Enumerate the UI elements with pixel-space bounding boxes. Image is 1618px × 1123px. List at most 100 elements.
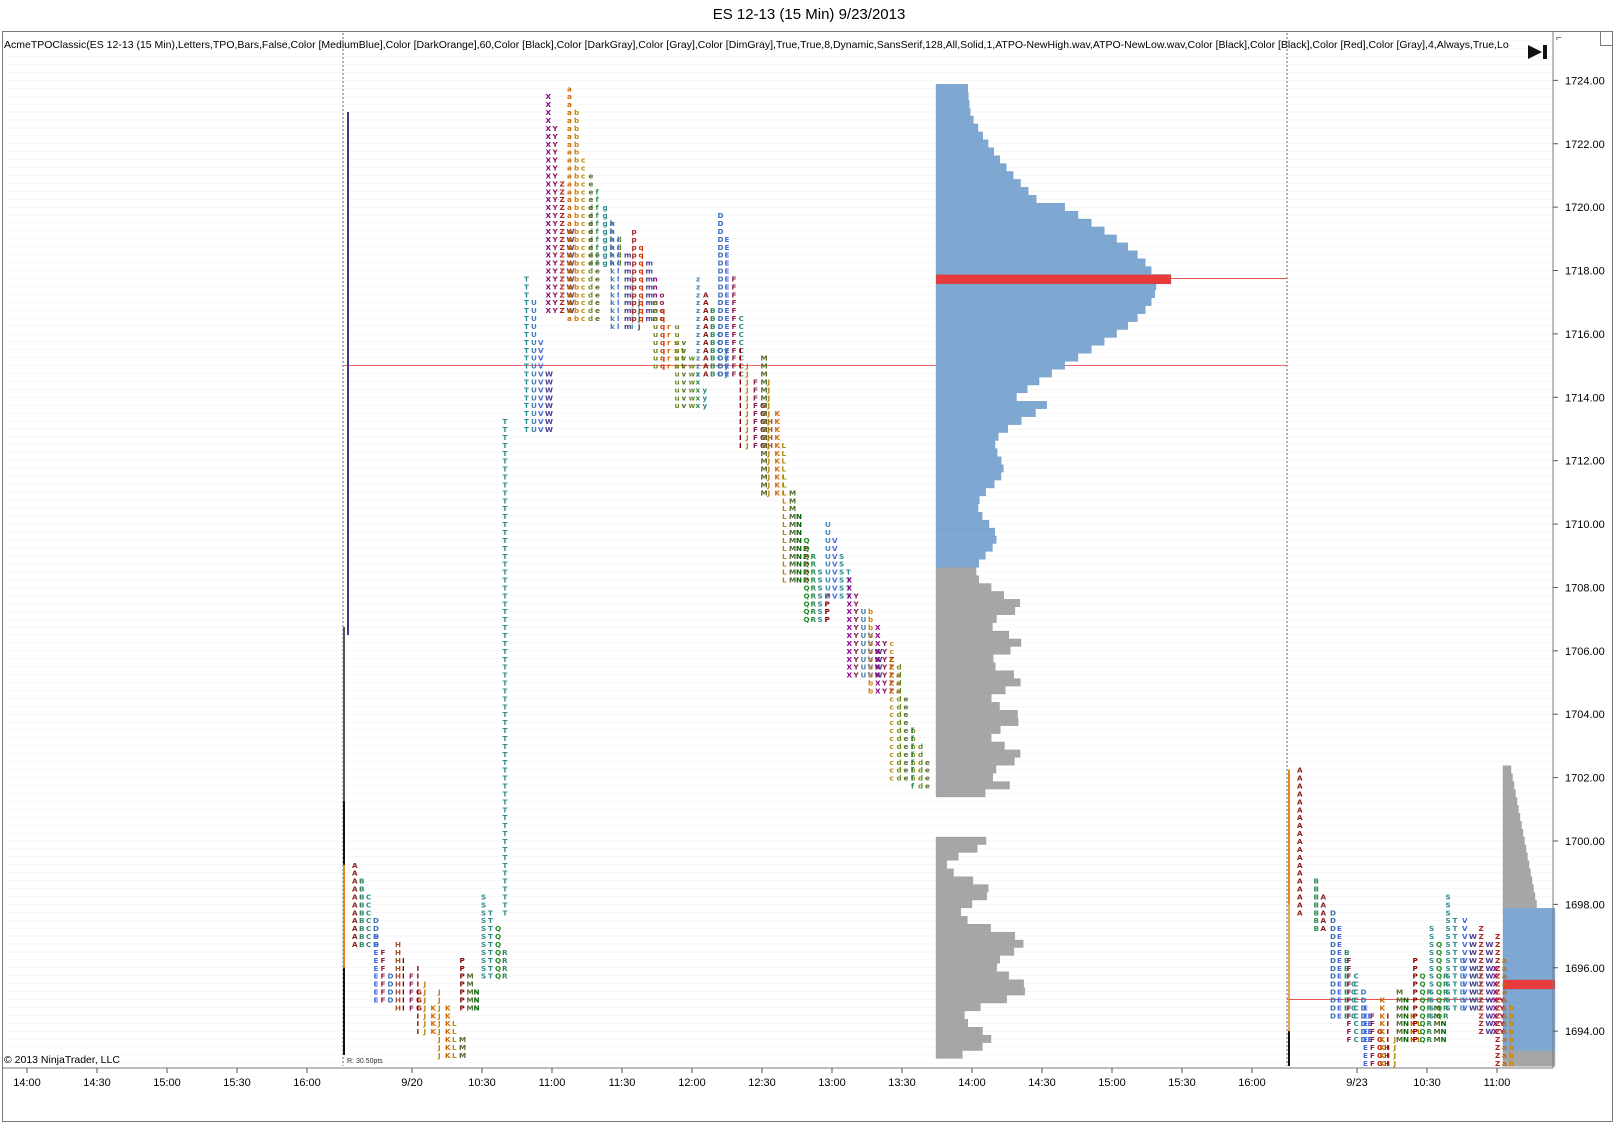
tpo-letter: i bbox=[631, 322, 633, 331]
tpo-letter: J bbox=[437, 1027, 441, 1036]
tpo-letter: S bbox=[1429, 924, 1434, 933]
tpo-letter: N bbox=[1441, 1027, 1447, 1036]
tpo-letter: U bbox=[861, 663, 867, 672]
tpo-letter: Y bbox=[853, 623, 860, 632]
tpo-letter: a bbox=[1502, 956, 1507, 965]
tpo-letter: Q bbox=[804, 552, 810, 561]
play-to-end-icon[interactable] bbox=[1526, 42, 1550, 62]
tpo-letter: d bbox=[918, 766, 923, 775]
tpo-letter: L bbox=[782, 576, 787, 585]
tpo-letter: g bbox=[603, 235, 608, 244]
tpo-letter: E bbox=[1363, 1035, 1368, 1044]
tpo-letter: e bbox=[925, 758, 930, 767]
tpo-letter: S bbox=[1446, 972, 1451, 981]
tpo-letter: c bbox=[581, 306, 585, 315]
tpo-letter: M bbox=[761, 393, 768, 402]
tpo-letter: W bbox=[1486, 964, 1494, 973]
tpo-letter: W bbox=[545, 377, 553, 386]
tpo-letter: a bbox=[567, 306, 572, 315]
tpo-letter: M bbox=[761, 370, 768, 379]
tpo-letter: l bbox=[617, 306, 619, 315]
tpo-letter: Y bbox=[552, 219, 559, 228]
chart-panel[interactable] bbox=[2, 31, 1613, 1122]
tpo-letter: Z bbox=[1479, 940, 1484, 949]
tpo-letter: j bbox=[637, 306, 640, 315]
tpo-letter: d bbox=[588, 282, 593, 291]
tpo-letter: C bbox=[1354, 972, 1359, 981]
tpo-letter: F bbox=[1347, 980, 1352, 989]
tpo-letter: Z bbox=[1495, 1051, 1500, 1060]
tpo-letter: V bbox=[1462, 972, 1468, 981]
tpo-letter: f bbox=[596, 251, 600, 260]
x-tick-label: 14:30 bbox=[1028, 1077, 1056, 1089]
tpo-letter: N bbox=[796, 552, 802, 561]
tpo-letter: b bbox=[868, 663, 873, 672]
tpo-letter: J bbox=[423, 988, 427, 997]
tpo-letter: Y bbox=[552, 282, 559, 291]
tpo-letter: J bbox=[423, 1011, 427, 1020]
tpo-letter: y bbox=[724, 362, 729, 371]
tpo-letter: Q bbox=[1420, 1003, 1426, 1012]
tpo-letter: T bbox=[503, 671, 508, 680]
tpo-letter: e bbox=[595, 251, 600, 260]
tpo-letter: g bbox=[603, 227, 608, 236]
tpo-letter: L bbox=[1417, 1035, 1422, 1044]
tpo-letter: Z bbox=[560, 179, 565, 188]
tpo-letter: T bbox=[503, 615, 508, 624]
tpo-letter: A bbox=[352, 900, 358, 909]
tpo-letter: d bbox=[918, 750, 923, 759]
tpo-letter: C bbox=[739, 314, 744, 323]
tpo-letter: u bbox=[653, 354, 658, 363]
tpo-letter: X bbox=[546, 251, 552, 260]
tpo-letter: a bbox=[567, 148, 572, 157]
tpo-letter: a bbox=[896, 679, 901, 688]
tpo-letter: T bbox=[1453, 1003, 1458, 1012]
tpo-letter: X bbox=[847, 639, 853, 648]
tpo-letter: K bbox=[1380, 995, 1386, 1004]
tpo-letter: M bbox=[789, 552, 796, 561]
tpo-letter: c bbox=[890, 639, 894, 648]
tpo-letter: z bbox=[696, 354, 700, 363]
tpo-letter: M bbox=[467, 972, 474, 981]
tpo-letter: m bbox=[646, 259, 654, 268]
tpo-letter: T bbox=[503, 900, 508, 909]
tpo-letter: c bbox=[581, 314, 585, 323]
tpo-letter: W bbox=[1486, 972, 1494, 981]
tpo-letter: M bbox=[761, 409, 768, 418]
tpo-letter: e bbox=[595, 274, 600, 283]
volume-bar bbox=[1502, 1042, 1556, 1051]
tpo-letter: E bbox=[1368, 1019, 1373, 1028]
tpo-letter: U bbox=[825, 536, 831, 545]
tpo-letter: B bbox=[1314, 885, 1319, 894]
volume-bar bbox=[1502, 821, 1522, 829]
tpo-letter: u bbox=[653, 314, 658, 323]
tpo-letter: X bbox=[546, 274, 552, 283]
volume-bar bbox=[1502, 955, 1556, 964]
volume-bar bbox=[935, 218, 1092, 227]
tpo-letter: N bbox=[474, 1003, 480, 1012]
tpo-letter: E bbox=[1363, 1051, 1368, 1060]
tpo-letter: W bbox=[875, 663, 883, 672]
tpo-letter: M bbox=[1434, 1019, 1441, 1028]
volume-bar bbox=[1502, 939, 1556, 948]
tpo-letter: S bbox=[1446, 988, 1451, 997]
tpo-letter: C bbox=[739, 338, 744, 347]
volume-bar bbox=[935, 1050, 963, 1059]
tpo-letter: k bbox=[610, 322, 615, 331]
tpo-letter: b bbox=[574, 124, 579, 133]
panel-scroll-icon[interactable] bbox=[1600, 31, 1613, 46]
tpo-letter: P bbox=[1413, 1011, 1418, 1020]
tpo-letter: A bbox=[703, 354, 709, 363]
volume-bar bbox=[1502, 876, 1533, 885]
tpo-letter: c bbox=[890, 726, 894, 735]
tpo-letter: W bbox=[567, 227, 575, 236]
tpo-letter: X bbox=[546, 211, 552, 220]
x-tick-label: 9/20 bbox=[401, 1077, 422, 1089]
tpo-letter: a bbox=[567, 195, 572, 204]
y-tick-label: 1720.00 bbox=[1565, 202, 1605, 214]
tpo-letter: E bbox=[725, 243, 730, 252]
tpo-letter: Z bbox=[1495, 972, 1500, 981]
tpo-letter: Y bbox=[552, 298, 559, 307]
volume-bar bbox=[935, 583, 992, 592]
